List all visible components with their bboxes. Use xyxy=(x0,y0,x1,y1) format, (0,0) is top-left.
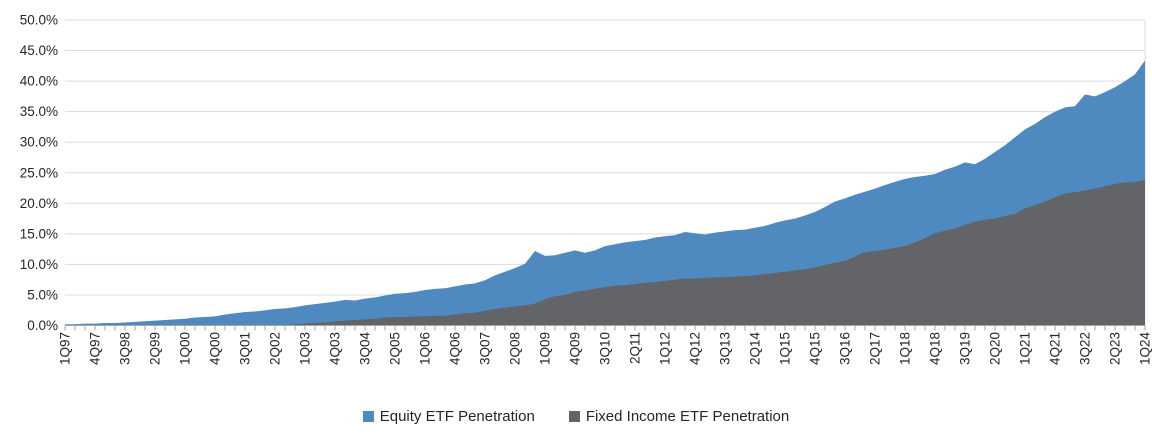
x-axis-tick-label: 1Q00 xyxy=(178,332,193,365)
x-axis-tick-label: 2Q02 xyxy=(268,332,283,365)
y-axis-tick-label: 5.0% xyxy=(27,287,58,302)
x-axis-tick-label: 4Q03 xyxy=(328,332,343,365)
y-axis-tick-label: 20.0% xyxy=(20,196,58,211)
x-axis-tick-label: 3Q04 xyxy=(358,332,373,366)
y-axis-tick-label: 10.0% xyxy=(20,257,58,272)
x-axis-tick-label: 2Q20 xyxy=(988,332,1003,365)
x-axis-tick-label: 1Q97 xyxy=(58,332,73,365)
x-axis-tick-label: 3Q22 xyxy=(1078,332,1093,365)
y-axis-tick-label: 15.0% xyxy=(20,226,58,241)
x-axis-tick-label: 1Q12 xyxy=(658,332,673,365)
x-axis-tick-label: 2Q05 xyxy=(388,332,403,365)
x-axis-tick-label: 2Q17 xyxy=(868,332,883,365)
x-axis-tick-label: 4Q12 xyxy=(688,332,703,365)
x-axis-tick-label: 4Q06 xyxy=(448,332,463,365)
x-axis-tick-label: 3Q07 xyxy=(478,332,493,365)
x-axis-tick-label: 4Q09 xyxy=(568,332,583,365)
x-axis-tick-label: 3Q19 xyxy=(958,332,973,365)
legend-swatch-icon xyxy=(362,410,374,422)
fixed-income-etf-area-series xyxy=(65,180,1145,326)
x-axis-tick-label: 4Q15 xyxy=(808,332,823,365)
x-axis-tick-label: 1Q21 xyxy=(1018,332,1033,365)
y-axis-tick-label: 0.0% xyxy=(27,318,58,333)
legend-item-fixed-income: Fixed Income ETF Penetration xyxy=(568,407,790,425)
x-axis-tick-label: 2Q08 xyxy=(508,332,523,365)
y-axis-tick-label: 35.0% xyxy=(20,104,58,119)
x-axis-tick-label: 1Q18 xyxy=(898,332,913,365)
y-axis-tick-label: 50.0% xyxy=(20,13,58,28)
y-axis-tick-label: 30.0% xyxy=(20,135,58,150)
x-axis-tick-label: 4Q00 xyxy=(208,332,223,365)
legend-label: Fixed Income ETF Penetration xyxy=(585,407,790,425)
x-axis-tick-label: 3Q98 xyxy=(118,332,133,365)
x-axis-tick-label: 4Q18 xyxy=(928,332,943,365)
x-axis-tick-label: 3Q01 xyxy=(238,332,253,365)
x-axis-tick-label: 3Q10 xyxy=(598,332,613,365)
y-axis-tick-label: 40.0% xyxy=(20,74,58,89)
legend-label: Equity ETF Penetration xyxy=(379,407,535,425)
x-axis-tick-label: 2Q23 xyxy=(1108,332,1123,365)
y-axis-tick-label: 45.0% xyxy=(20,43,58,58)
x-axis-tick-label: 1Q03 xyxy=(298,332,313,365)
chart-legend: Equity ETF Penetration Fixed Income ETF P… xyxy=(0,404,1152,428)
x-axis-tick-label: 4Q21 xyxy=(1048,332,1063,365)
x-axis-tick-label: 1Q15 xyxy=(778,332,793,365)
x-axis-tick-label: 3Q13 xyxy=(718,332,733,365)
x-axis-tick-label: 4Q97 xyxy=(88,332,103,365)
x-axis-tick-label: 1Q24 xyxy=(1138,332,1152,366)
x-axis-tick-label: 2Q99 xyxy=(148,332,163,365)
x-axis-tick-label: 2Q11 xyxy=(628,332,643,364)
x-axis-tick-label: 2Q14 xyxy=(748,332,763,366)
y-axis-tick-label: 25.0% xyxy=(20,165,58,180)
x-axis-tick-label: 3Q16 xyxy=(838,332,853,365)
x-axis-tick-label: 1Q09 xyxy=(538,332,553,365)
legend-item-equity: Equity ETF Penetration xyxy=(362,407,535,425)
legend-swatch-icon xyxy=(568,410,580,422)
x-axis-tick-label: 1Q06 xyxy=(418,332,433,365)
